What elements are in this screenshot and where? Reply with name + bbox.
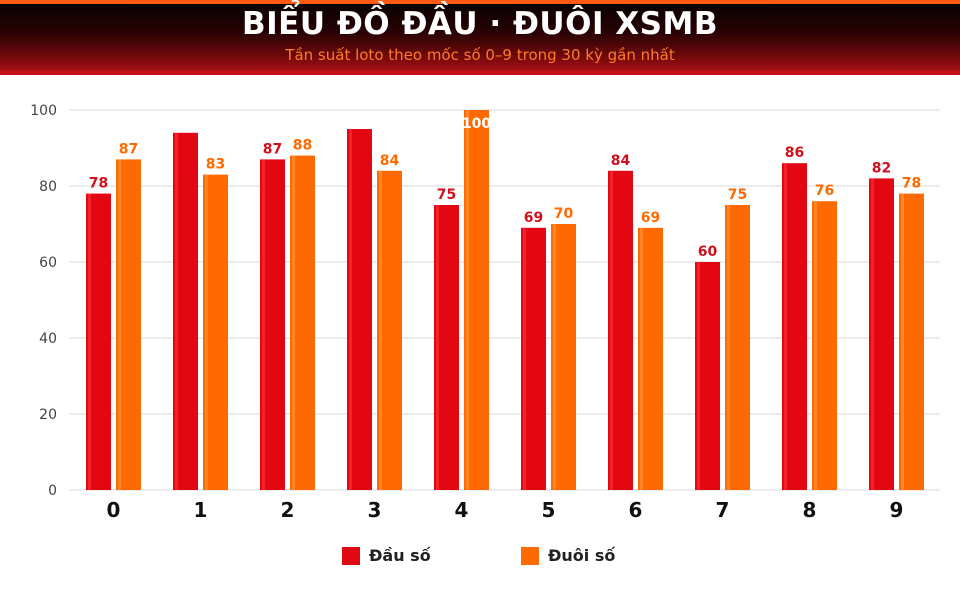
- bar-highlight-tail-8: [814, 201, 817, 490]
- bar-highlight-head-7: [697, 262, 700, 490]
- x-tick-label-6: 6: [629, 498, 643, 522]
- legend-label-head: Đầu số: [369, 546, 431, 565]
- bar-highlight-tail-1: [205, 174, 208, 490]
- data-label-head-4: 75: [437, 187, 456, 203]
- legend-item-tail: Đuôi số: [521, 546, 615, 565]
- data-label-tail-4: 100: [462, 116, 491, 132]
- chart-title: BIỂU ĐỒ ĐẦU · ĐUÔI XSMB: [242, 6, 718, 42]
- bar-highlight-head-4: [436, 205, 439, 490]
- data-label-head-0: 78: [89, 176, 108, 192]
- x-tick-label-5: 5: [542, 498, 556, 522]
- data-label-head-6: 84: [611, 153, 631, 169]
- legend-item-head: Đầu số: [342, 546, 431, 565]
- data-label-head-5: 69: [524, 210, 543, 226]
- y-tick-label: 0: [48, 483, 57, 499]
- bar-highlight-tail-2: [292, 155, 295, 490]
- bar-highlight-head-9: [871, 178, 874, 490]
- data-label-tail-0: 87: [119, 141, 138, 157]
- bar-highlight-head-6: [610, 170, 613, 491]
- chart-legend: Đầu số Đuôi số: [0, 546, 960, 568]
- bar-highlight-head-3: [349, 129, 352, 490]
- bar-highlight-head-8: [784, 163, 787, 490]
- chart-header: BIỂU ĐỒ ĐẦU · ĐUÔI XSMB Tần suất loto th…: [0, 0, 960, 75]
- bar-highlight-tail-4: [466, 110, 469, 490]
- bar-highlight-head-5: [523, 227, 526, 491]
- header-bottom-line: [0, 71, 960, 75]
- bar-highlight-tail-3: [379, 170, 382, 491]
- x-tick-label-7: 7: [716, 498, 730, 522]
- y-tick-label: 40: [39, 331, 57, 347]
- x-tick-label-9: 9: [890, 498, 904, 522]
- bar-highlight-tail-0: [118, 159, 121, 490]
- y-tick-label: 20: [39, 407, 57, 423]
- data-label-tail-3: 84: [380, 153, 400, 169]
- x-tick-label-0: 0: [107, 498, 121, 522]
- bar-highlight-head-0: [88, 193, 91, 490]
- data-label-head-2: 87: [263, 141, 282, 157]
- legend-swatch-head: [342, 546, 360, 565]
- data-label-tail-5: 70: [554, 206, 574, 222]
- y-tick-label: 80: [39, 179, 57, 195]
- bar-highlight-head-2: [262, 159, 265, 490]
- data-label-tail-8: 76: [815, 183, 834, 199]
- y-tick-label: 100: [30, 103, 57, 119]
- bar-highlight-tail-7: [727, 205, 730, 490]
- bar-highlight-head-1: [175, 132, 178, 491]
- data-label-tail-2: 88: [293, 138, 312, 154]
- x-tick-label-4: 4: [455, 498, 469, 522]
- data-label-tail-7: 75: [728, 187, 747, 203]
- bar-highlight-tail-6: [640, 227, 643, 491]
- x-tick-label-8: 8: [803, 498, 817, 522]
- bar-highlight-tail-5: [553, 224, 556, 490]
- x-tick-label-2: 2: [281, 498, 295, 522]
- legend-label-tail: Đuôi số: [548, 546, 616, 565]
- x-tick-label-1: 1: [194, 498, 208, 522]
- legend-swatch-tail: [521, 546, 539, 565]
- x-tick-label-3: 3: [368, 498, 382, 522]
- header-accent-line: [0, 0, 960, 4]
- data-label-head-9: 82: [872, 160, 891, 176]
- chart-subtitle: Tần suất loto theo mốc số 0–9 trong 30 k…: [285, 46, 675, 64]
- data-label-tail-6: 69: [641, 210, 660, 226]
- data-label-tail-9: 78: [902, 176, 921, 192]
- bar-highlight-tail-9: [901, 193, 904, 490]
- data-label-tail-1: 83: [206, 157, 225, 173]
- y-tick-label: 60: [39, 255, 57, 271]
- data-label-head-8: 86: [785, 145, 804, 161]
- data-label-head-7: 60: [698, 244, 718, 260]
